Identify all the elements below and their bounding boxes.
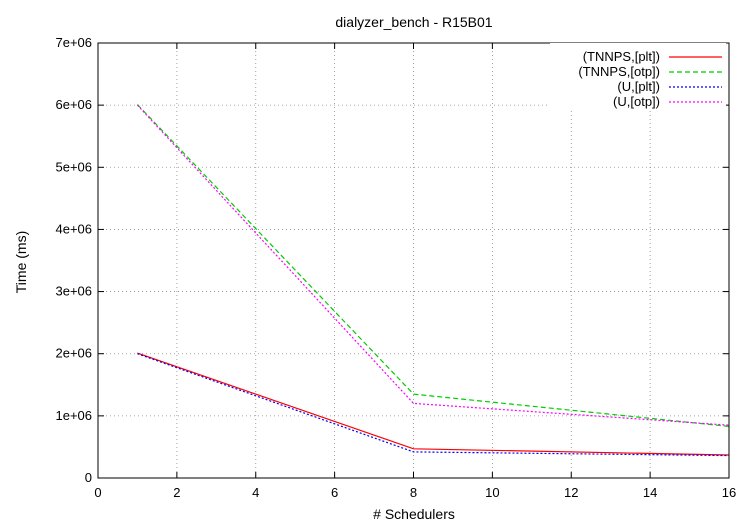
series-line-2	[136, 104, 730, 427]
grid	[98, 43, 729, 478]
y-tick-label: 0	[85, 470, 92, 485]
series-line-4	[136, 104, 730, 426]
y-axis-label: Time (ms)	[13, 231, 29, 293]
legend: (TNNPS,[plt])(TNNPS,[otp])(U,[plt])(U,[o…	[550, 43, 726, 111]
legend-label: (TNNPS,[otp])	[578, 64, 660, 79]
plot-frame	[97, 42, 730, 479]
x-tick-label: 14	[643, 485, 657, 500]
y-tick-label: 5e+06	[55, 159, 92, 174]
x-tick-label: 12	[564, 485, 578, 500]
y-tick-label: 2e+06	[55, 346, 92, 361]
y-tick-label: 4e+06	[55, 221, 92, 236]
chart-title: dialyzer_bench - R15B01	[335, 14, 492, 30]
series-lines	[136, 104, 730, 457]
x-tick-label: 16	[722, 485, 736, 500]
x-tick-label: 0	[94, 485, 101, 500]
x-tick-label: 6	[331, 485, 338, 500]
y-tick-label: 6e+06	[55, 97, 92, 112]
series-line-1	[137, 352, 730, 456]
x-tick-label: 10	[485, 485, 499, 500]
legend-label: (U,[plt])	[617, 79, 660, 94]
axis-ticks: 0 2 4 6 8 10 12 14 16 0 1e+06 2e+06 3e+06 4e+06 5e+06 6…	[55, 35, 736, 500]
x-tick-label: 4	[252, 485, 259, 500]
y-tick-label: 1e+06	[55, 408, 92, 423]
y-tick-label: 3e+06	[55, 284, 92, 299]
legend-label: (U,[otp])	[613, 94, 660, 109]
y-tick-label: 7e+06	[55, 35, 92, 50]
legend-background	[550, 43, 726, 111]
legend-label: (TNNPS,[plt])	[583, 49, 660, 64]
x-tick-label: 8	[410, 485, 417, 500]
series-line-3	[137, 353, 730, 457]
x-tick-label: 2	[173, 485, 180, 500]
x-axis-label: # Schedulers	[373, 506, 455, 522]
